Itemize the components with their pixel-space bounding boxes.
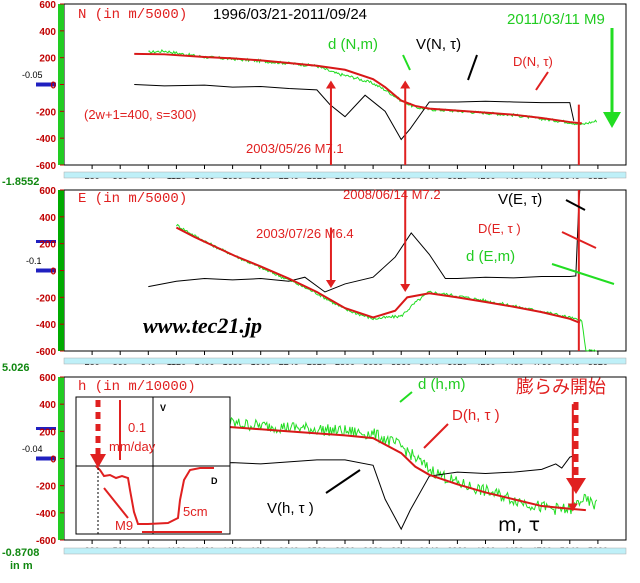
y-tick-label: 600	[39, 186, 56, 197]
event-arrowhead	[567, 503, 578, 512]
event-arrowhead	[400, 80, 411, 89]
y-tick-label: 600	[39, 0, 56, 11]
panel-h-d-label: d (h,m)	[418, 376, 466, 393]
series-V	[176, 455, 574, 531]
y-tick-label: 600	[39, 373, 56, 384]
series-V	[134, 84, 575, 141]
m-tau-label: m, τ	[498, 514, 540, 536]
inset	[75, 396, 231, 535]
zero-marker	[36, 240, 56, 243]
panel-e-v-label: V(E, τ)	[498, 191, 542, 208]
v-pointer	[565, 199, 586, 211]
inset-series	[95, 465, 214, 525]
y-tick-label: -400	[36, 134, 56, 145]
D-pointer	[561, 231, 597, 249]
panel-e-D-label: D(E, τ )	[478, 221, 521, 236]
y-tick-label: -400	[36, 509, 56, 520]
y-tick-label: 200	[39, 427, 56, 438]
zero-marker	[36, 427, 56, 430]
inset-arrowhead	[90, 454, 106, 468]
inset-m9-label: M9	[115, 518, 133, 533]
d-pointer	[399, 391, 413, 403]
y-tick-label: 400	[39, 213, 56, 224]
panel-n-ylabel: N (in m/5000)	[78, 7, 187, 23]
event-arrowhead	[325, 279, 336, 288]
panel-h-D-label: D(h, τ )	[452, 407, 500, 424]
series-D	[134, 52, 582, 125]
bulge-arrowhead	[566, 478, 586, 494]
panel-1: 6004002000-200-400-600280560840112014001…	[36, 186, 627, 367]
quake-arrowhead	[603, 112, 621, 128]
y-tick-label: -600	[36, 536, 56, 547]
panel-0: 6004002000-200-400-600280560840112014001…	[36, 0, 627, 181]
d-pointer	[551, 263, 615, 285]
y-tick-label: -200	[36, 293, 56, 304]
inset-v-label: V	[160, 403, 166, 413]
x-axis-unit: in m	[10, 560, 33, 572]
zero-marker	[36, 456, 56, 461]
inset-scale-label: 5cm	[183, 504, 208, 519]
panel-h-small: -0.04	[22, 444, 43, 454]
time-band	[63, 171, 627, 179]
D-pointer	[535, 71, 549, 91]
inset-rate-value: 0.1	[128, 420, 146, 435]
panel-e-ylabel: E (in m/5000)	[78, 191, 187, 207]
time-band	[63, 357, 627, 365]
y-tick-label: -600	[36, 161, 56, 172]
panel-n-D-label: D(N, τ)	[513, 54, 553, 69]
series-V	[148, 189, 581, 293]
bulge-start-label: 膨らみ開始	[516, 377, 606, 398]
panels-group: 6004002000-200-400-600280560840112014001…	[36, 0, 627, 556]
panel-n-small: -0.05	[22, 70, 43, 80]
y-tick-label: -600	[36, 347, 56, 358]
annotation-m64: 2003/07/26 M6.4	[256, 226, 354, 241]
v-pointer	[325, 469, 361, 494]
quake-label: 2011/03/11 M9	[507, 11, 605, 28]
annotation-m72: 2008/06/14 M7.2	[343, 187, 441, 202]
date-range: 1996/03/21-2011/09/24	[213, 6, 367, 23]
y-tick-label: -200	[36, 107, 56, 118]
plot-frame	[63, 3, 627, 166]
series-d	[175, 412, 598, 515]
panel-n-d-label: d (N,m)	[328, 36, 378, 53]
side-value-2: 5.026	[2, 362, 30, 374]
inset-d-label: D	[211, 476, 218, 486]
D-pointer	[423, 423, 449, 449]
series-D	[175, 226, 581, 324]
inset-rate-unit: mm/day	[109, 439, 156, 454]
y-tick-label: 400	[39, 27, 56, 38]
y-tick-label: 0	[50, 455, 56, 466]
panel-e-small: -0.1	[26, 256, 42, 266]
v-pointer	[467, 54, 478, 81]
side-value-3: -0.8708	[2, 547, 39, 559]
y-tick-label: 400	[39, 400, 56, 411]
d-pointer	[402, 54, 411, 71]
event-arrowhead	[400, 283, 411, 292]
y-tick-label: 200	[39, 54, 56, 65]
y-tick-label: 200	[39, 240, 56, 251]
inset-m9-pointer	[103, 487, 129, 519]
zero-marker	[36, 268, 56, 273]
plot-frame	[63, 189, 627, 352]
panel-n-v-label: V(N, τ)	[416, 36, 461, 53]
panel-h-v-label: V(h, τ )	[267, 500, 314, 517]
panel-e-d-label: d (E,m)	[466, 248, 515, 265]
y-tick-label: -200	[36, 482, 56, 493]
params-label: (2w+1=400, s=300)	[84, 107, 196, 122]
series-d	[148, 48, 598, 126]
y-tick-label: 0	[50, 81, 56, 92]
annotation-m71: 2003/05/26 M7.1	[246, 141, 344, 156]
panel-h-ylabel: h (in m/10000)	[78, 379, 196, 395]
y-tick-label: -400	[36, 320, 56, 331]
side-value-1: -1.8552	[2, 176, 39, 188]
series-D	[176, 422, 586, 512]
zero-marker	[36, 82, 56, 87]
y-tick-label: 0	[50, 267, 56, 278]
event-arrowhead	[325, 80, 336, 89]
time-band	[63, 547, 627, 555]
website-label: www.tec21.jp	[143, 313, 262, 338]
